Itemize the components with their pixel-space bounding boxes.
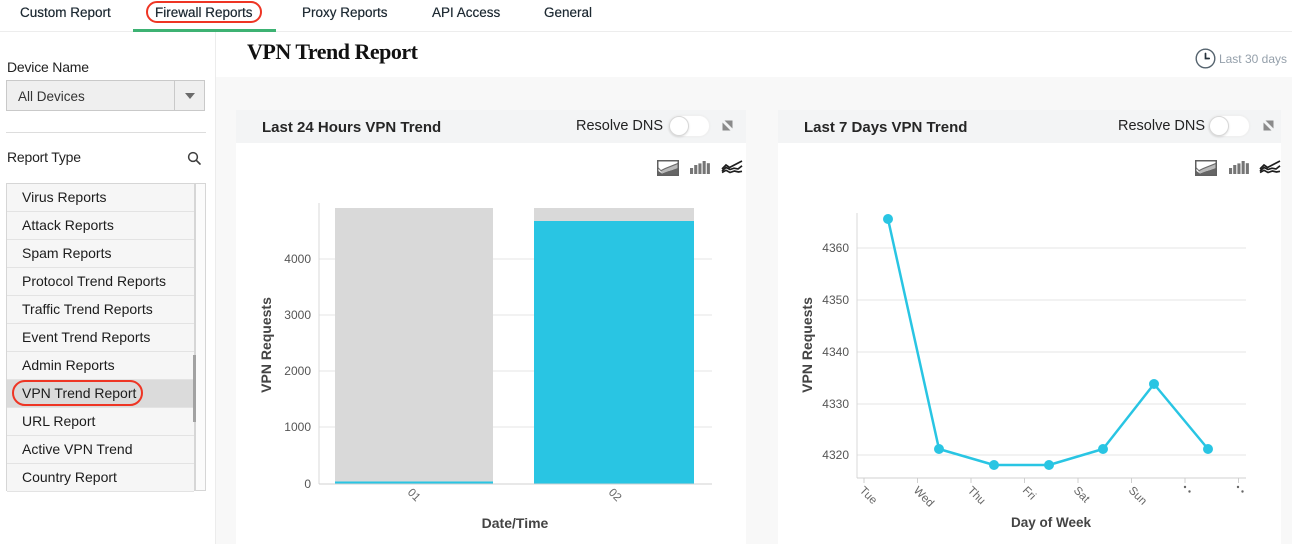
svg-text:4330: 4330 [822,397,849,411]
svg-text:Wed: Wed [911,485,936,510]
svg-text:3000: 3000 [284,308,311,322]
svg-text:0: 0 [304,477,311,491]
svg-text:Thu: Thu [965,485,988,508]
svg-text:01: 01 [405,487,423,505]
svg-text:4000: 4000 [284,252,311,266]
svg-text:4360: 4360 [822,241,849,255]
svg-text:Tue: Tue [857,485,879,507]
svg-text:Sun: Sun [1126,485,1149,508]
svg-text:4340: 4340 [822,345,849,359]
svg-text:4350: 4350 [822,293,849,307]
svg-text:Date/Time: Date/Time [482,515,549,531]
svg-text:Fri: Fri [1020,485,1038,503]
svg-text:2000: 2000 [284,364,311,378]
svg-text:VPN Requests: VPN Requests [799,297,815,393]
svg-text:Day of Week: Day of Week [1011,515,1092,530]
svg-text:02: 02 [606,487,624,505]
svg-text:VPN Requests: VPN Requests [258,297,274,393]
svg-text:4320: 4320 [822,448,849,462]
svg-text:Sat: Sat [1071,485,1092,506]
svg-text:1000: 1000 [284,420,311,434]
